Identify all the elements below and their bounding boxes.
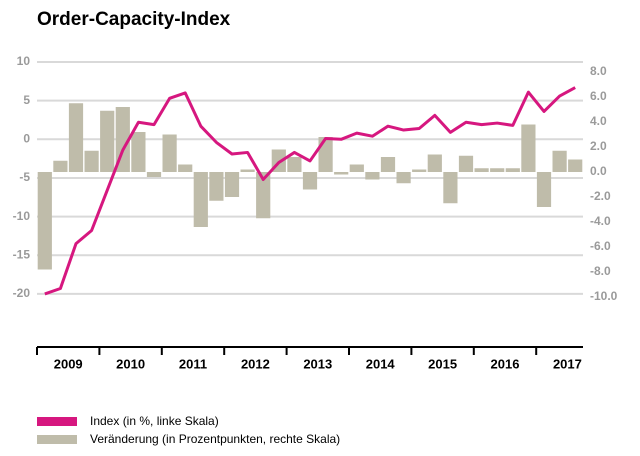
bar (287, 157, 302, 172)
bar (443, 172, 458, 204)
chart-title: Order-Capacity-Index (37, 9, 231, 30)
bar (256, 172, 271, 219)
y2-tick-label: -10.0 (590, 289, 618, 303)
y-tick-label: -15 (13, 247, 31, 261)
y2-tick-label: 6.0 (590, 89, 607, 103)
y2-tick-label: -4.0 (590, 214, 611, 228)
y2-tick-label: 4.0 (590, 114, 607, 128)
y2-tick-label: -8.0 (590, 264, 611, 278)
bar (365, 172, 380, 180)
bar (193, 172, 208, 227)
bar (552, 150, 567, 172)
bar (178, 164, 193, 172)
bar (412, 169, 427, 172)
x-group-label: 2015 (428, 356, 457, 371)
bar (505, 168, 520, 172)
y-tick-label: -10 (13, 209, 31, 223)
bar (318, 137, 333, 172)
line (44, 86, 576, 296)
y2-tick-label: 0.0 (590, 164, 607, 178)
bar (490, 168, 505, 172)
bar (100, 110, 115, 172)
y-tick-label: 10 (17, 54, 31, 68)
bar (458, 155, 474, 172)
x-group-label: 2017 (553, 356, 582, 371)
y2-tick-label: -2.0 (590, 189, 611, 203)
bar (240, 169, 255, 172)
bar (380, 157, 396, 172)
y-tick-label: -5 (19, 170, 30, 184)
y-tick-label: 0 (23, 131, 30, 145)
bar (474, 168, 489, 172)
x-group-label: 2016 (491, 356, 520, 371)
bar (568, 159, 583, 172)
y-tick-label: 5 (23, 93, 30, 107)
bar (68, 103, 84, 172)
bar (302, 172, 318, 190)
y-tick-label: -20 (13, 286, 31, 300)
bar (131, 132, 146, 172)
x-group-label: 2013 (303, 356, 332, 371)
bar (146, 172, 162, 177)
bar (37, 172, 52, 270)
x-group-label: 2010 (116, 356, 145, 371)
legend-label: Veränderung (in Prozentpunkten, rechte S… (90, 432, 340, 446)
bar (427, 154, 442, 172)
legend-label: Index (in %, linke Skala) (90, 414, 219, 428)
y2-tick-label: 2.0 (590, 139, 607, 153)
bar (349, 164, 364, 172)
legend-swatch (37, 435, 77, 444)
y2-tick-label: 8.0 (590, 64, 607, 78)
y2-tick-label: -6.0 (590, 239, 611, 253)
bar (209, 172, 224, 201)
bar (334, 172, 349, 175)
x-group-label: 2011 (179, 356, 207, 371)
bar (162, 134, 177, 172)
x-group-label: 2012 (241, 356, 270, 371)
x-group-label: 2009 (54, 356, 83, 371)
bar (536, 172, 552, 207)
bar (224, 172, 240, 197)
x-group-label: 2014 (366, 356, 396, 371)
bar (396, 172, 411, 184)
bar (53, 160, 68, 172)
bar (521, 124, 536, 172)
bar (84, 150, 99, 172)
legend-swatch (37, 417, 77, 426)
